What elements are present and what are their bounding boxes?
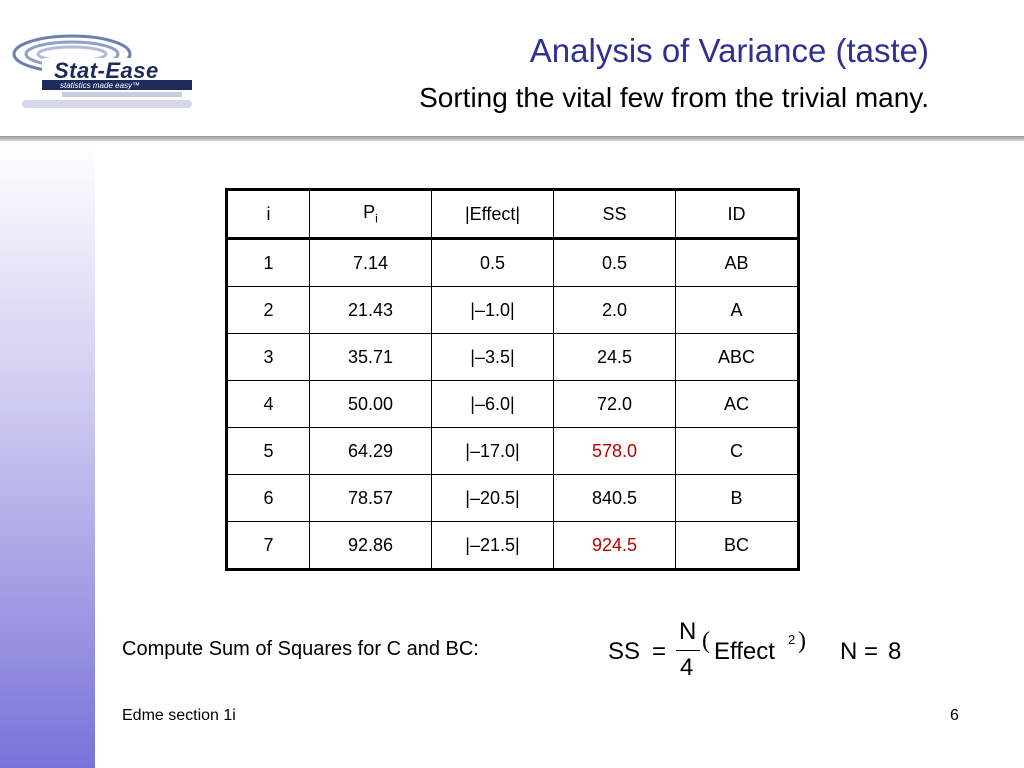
cell-i: 3 [226, 333, 310, 381]
cell-ss: 0.5 [553, 238, 676, 287]
cell-i: 6 [226, 474, 310, 522]
footer-section-label: Edme section 1i [122, 707, 236, 724]
logo-text: Stat-Ease [54, 58, 159, 83]
cell-ss-highlighted: 578.0 [553, 427, 676, 475]
right-paren: ) [798, 628, 806, 654]
table-row: 1 7.14 0.5 0.5 AB [226, 238, 799, 287]
formula-denominator: 4 [680, 654, 694, 681]
header-p-subscript: i [375, 211, 378, 226]
cell-id: A [675, 286, 799, 334]
formula-equals: = [652, 638, 667, 665]
cell-ss-highlighted: 924.5 [553, 521, 676, 570]
cell-p: 50.00 [309, 380, 432, 428]
cell-ss: 72.0 [553, 380, 676, 428]
cell-effect: |–20.5| [431, 474, 554, 522]
cell-id: AC [675, 380, 799, 428]
cell-effect: |–1.0| [431, 286, 554, 334]
cell-p: 92.86 [309, 521, 432, 570]
cell-p: 7.14 [309, 238, 432, 287]
header-id: ID [675, 189, 799, 240]
cell-p: 78.57 [309, 474, 432, 522]
header-i: i [226, 189, 310, 240]
cell-ss: 24.5 [553, 333, 676, 381]
formula-n-label: N [840, 638, 858, 665]
cell-id: C [675, 427, 799, 475]
formula-ss: SS [608, 638, 641, 665]
table-row: 3 35.71 |–3.5| 24.5 ABC [226, 333, 799, 381]
page-title: Analysis of Variance (taste) [529, 32, 929, 69]
page-subtitle: Sorting the vital few from the trivial m… [419, 82, 929, 113]
table-row: 4 50.00 |–6.0| 72.0 AC [226, 380, 799, 428]
cell-p: 35.71 [309, 333, 432, 381]
fraction-bar [676, 650, 700, 651]
cell-effect: 0.5 [431, 238, 554, 287]
header-divider [0, 136, 1024, 141]
table-row: 6 78.57 |–20.5| 840.5 B [226, 474, 799, 522]
cell-id: AB [675, 238, 799, 287]
table-row: 2 21.43 |–1.0| 2.0 A [226, 286, 799, 334]
formula-numerator: N [679, 618, 697, 645]
formula-n-equals: = [864, 638, 879, 665]
table-header-row: i Pi |Effect| SS ID [226, 189, 799, 240]
cell-i: 5 [226, 427, 310, 475]
cell-id: BC [675, 521, 799, 570]
formula-exponent: 2 [788, 632, 796, 647]
cell-ss: 840.5 [553, 474, 676, 522]
compute-instruction: Compute Sum of Squares for C and BC: [122, 638, 479, 660]
cell-id: B [675, 474, 799, 522]
table-row: 5 64.29 |–17.0| 578.0 C [226, 427, 799, 475]
cell-effect: |–17.0| [431, 427, 554, 475]
anova-table: i Pi |Effect| SS ID 1 7.14 0.5 0.5 AB 2 … [225, 188, 800, 571]
cell-i: 1 [226, 238, 310, 287]
ss-formula: SS = N 4 ( Effect 2 ) N = 8 [600, 612, 920, 690]
cell-id: ABC [675, 333, 799, 381]
left-gradient-bar [0, 140, 95, 768]
cell-effect: |–3.5| [431, 333, 554, 381]
cell-ss: 2.0 [553, 286, 676, 334]
header-effect: |Effect| [431, 189, 554, 240]
formula-n-value: 8 [888, 638, 902, 665]
formula-effect: Effect [714, 638, 775, 665]
page-number: 6 [950, 707, 959, 724]
stat-ease-logo: Stat-Ease statistics made easy™ [2, 32, 202, 112]
header-p: Pi [309, 189, 432, 240]
cell-i: 7 [226, 521, 310, 570]
table-row: 7 92.86 |–21.5| 924.5 BC [226, 521, 799, 570]
logo-graphic [12, 34, 192, 108]
left-paren: ( [702, 628, 710, 654]
cell-effect: |–21.5| [431, 521, 554, 570]
logo-tagline: statistics made easy™ [60, 81, 141, 90]
cell-i: 2 [226, 286, 310, 334]
cell-p: 21.43 [309, 286, 432, 334]
cell-i: 4 [226, 380, 310, 428]
cell-p: 64.29 [309, 427, 432, 475]
header-ss: SS [553, 189, 676, 240]
header-p-label: P [363, 202, 376, 223]
cell-effect: |–6.0| [431, 380, 554, 428]
